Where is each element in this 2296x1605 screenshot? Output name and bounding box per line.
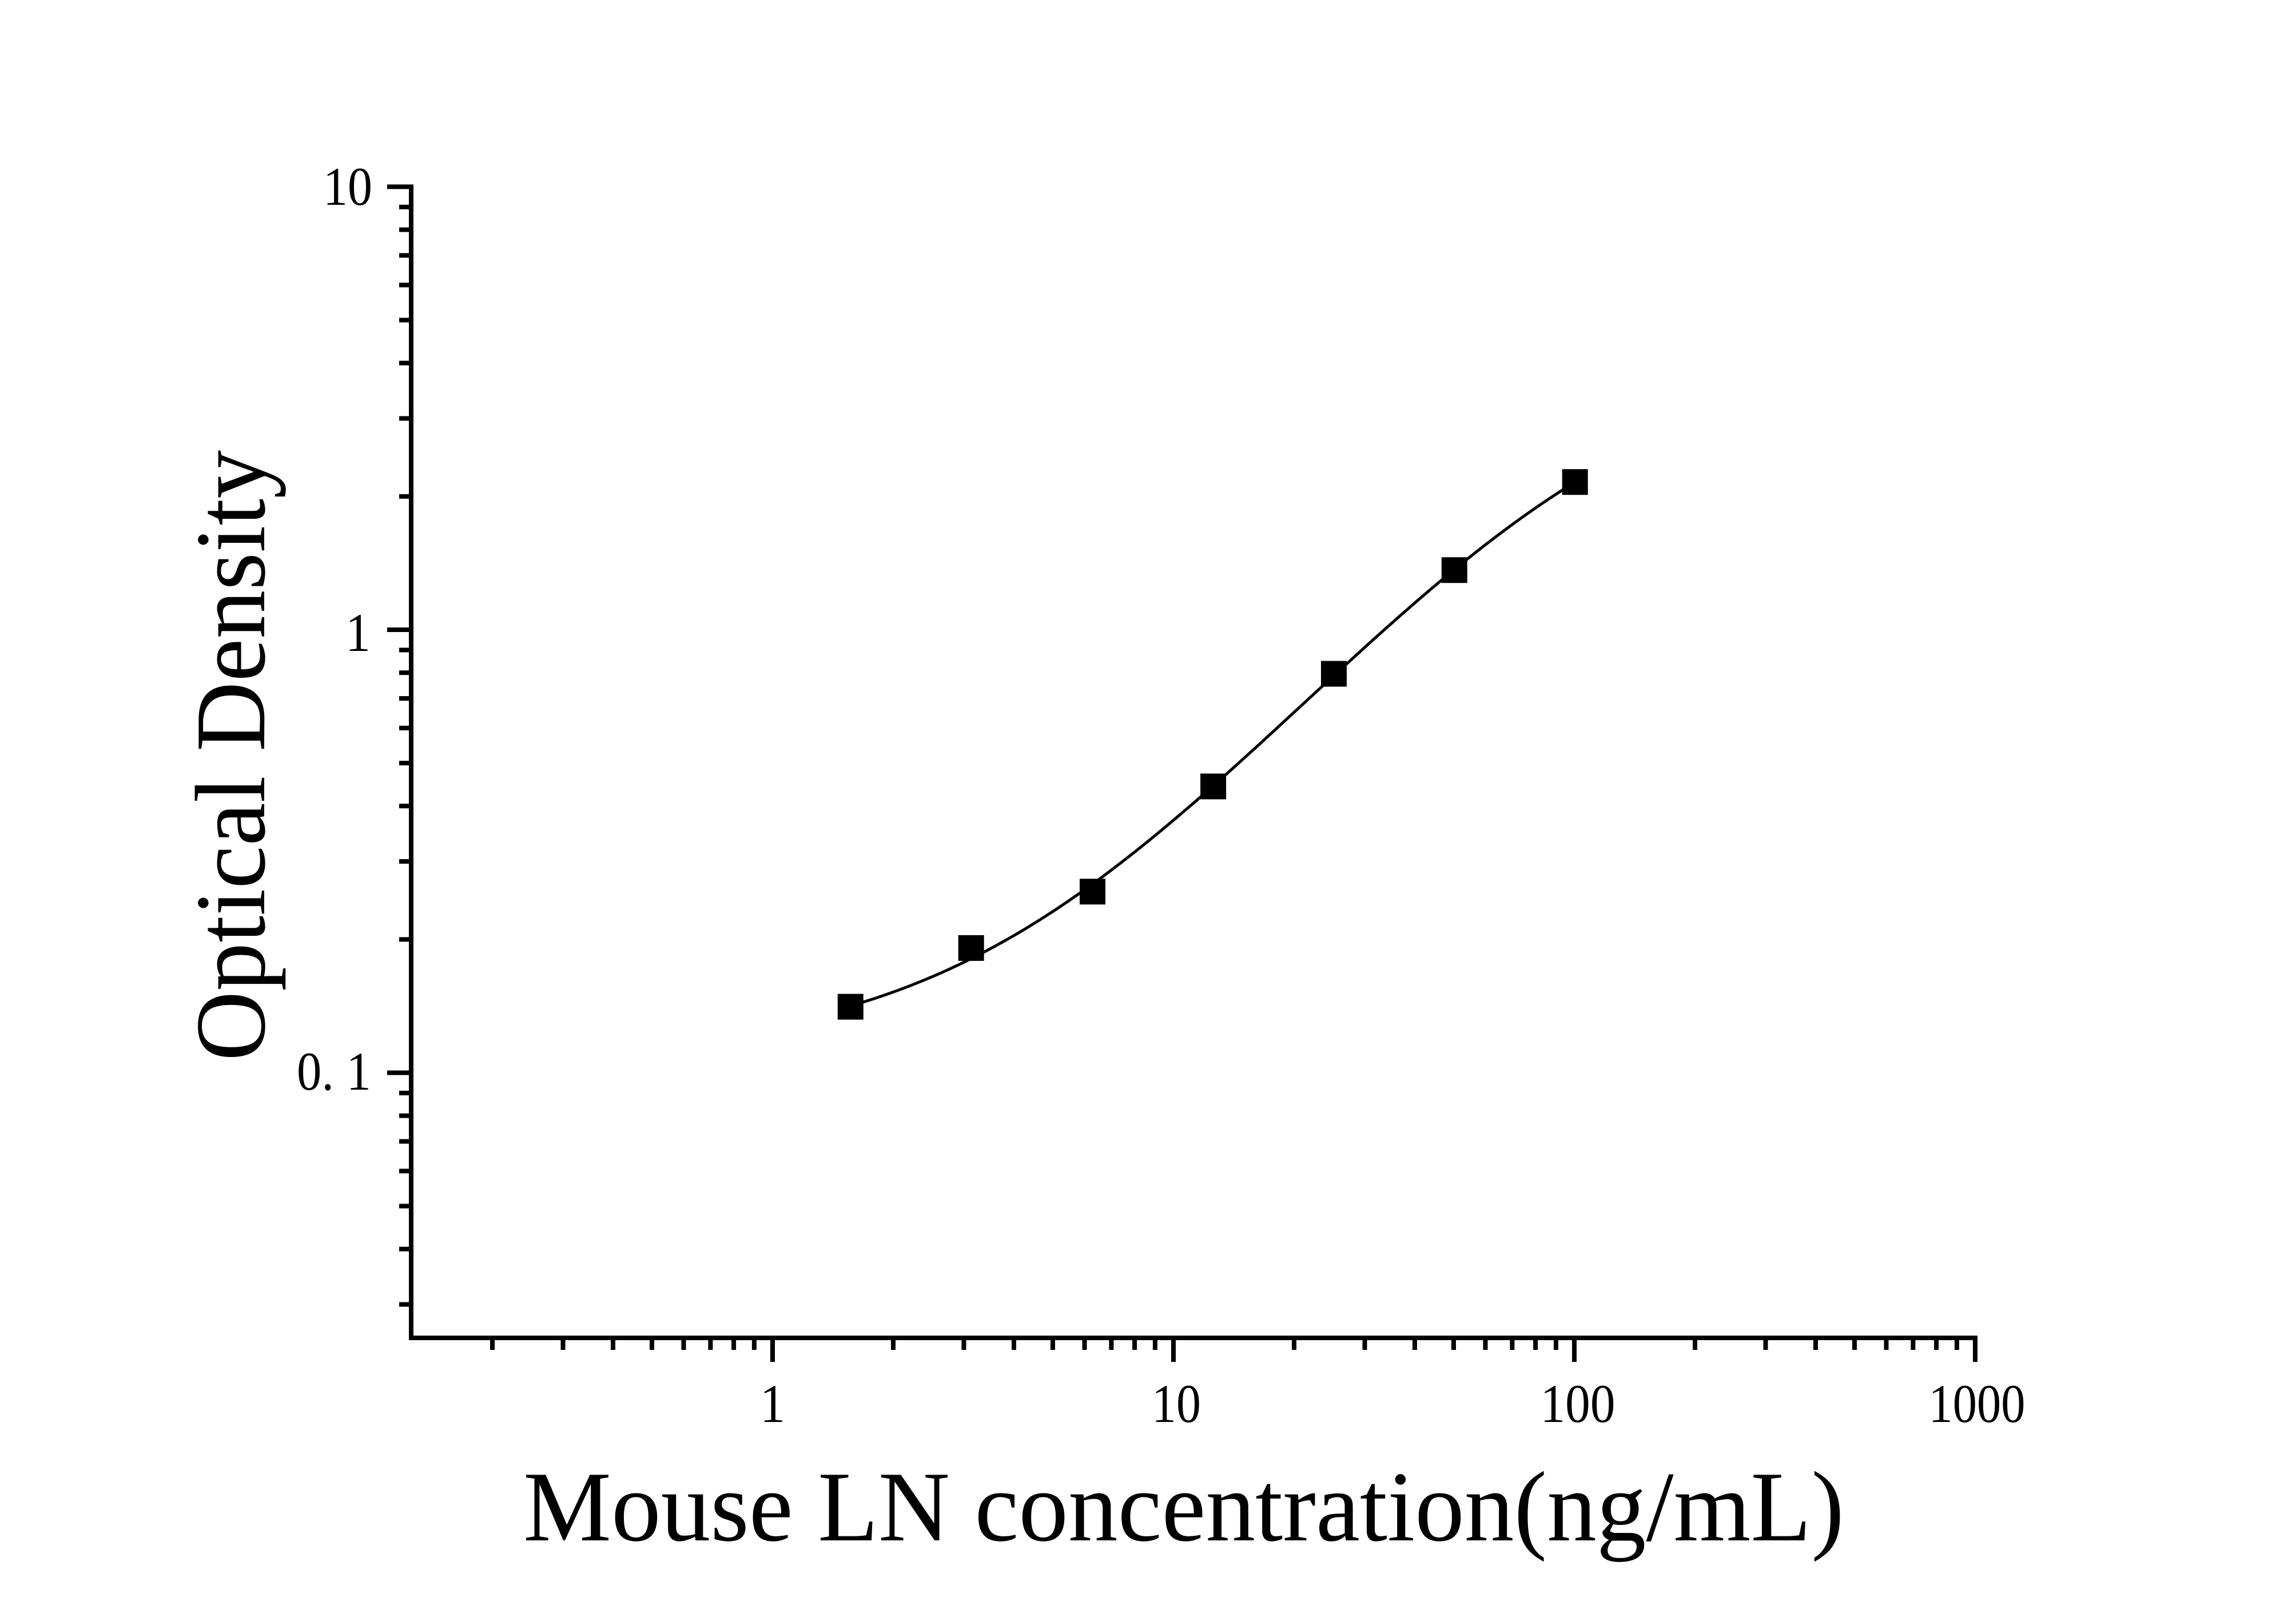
svg-text:100: 100 [1541, 1373, 1615, 1434]
svg-text:1: 1 [345, 602, 371, 663]
svg-text:Optical Density: Optical Density [175, 450, 286, 1061]
svg-text:1000: 1000 [1929, 1373, 2026, 1434]
svg-text:1: 1 [760, 1373, 785, 1434]
svg-text:10: 10 [1152, 1373, 1201, 1434]
svg-text:0. 1: 0. 1 [297, 1041, 371, 1102]
svg-text:Mouse LN concentration(ng/mL): Mouse LN concentration(ng/mL) [523, 1451, 1844, 1562]
svg-text:10: 10 [323, 156, 372, 217]
